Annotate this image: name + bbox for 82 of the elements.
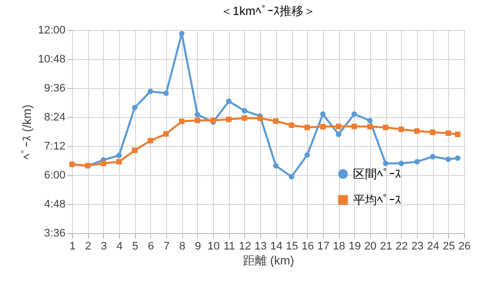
point (132, 148, 138, 154)
x-tick-label: 22 (396, 240, 408, 252)
x-tick-label: 24 (427, 240, 440, 252)
point (367, 118, 373, 124)
point (430, 129, 436, 135)
point (382, 124, 388, 130)
point (116, 152, 122, 158)
x-tick-label: 2 (85, 240, 92, 252)
point (454, 155, 460, 161)
point (226, 98, 232, 104)
x-tick-label: 7 (164, 240, 170, 252)
point (446, 156, 452, 162)
x-tick-label: 12 (238, 240, 252, 252)
point (100, 160, 106, 166)
x-tick-label: 18 (332, 240, 346, 252)
point (430, 154, 436, 160)
point (226, 116, 232, 122)
legend-label: 区間ﾍﾟｰｽ (353, 167, 401, 181)
point (132, 104, 138, 110)
y-axis-title: ﾍﾟｰｽ (/km) (20, 104, 34, 160)
x-tick-label: 8 (179, 240, 186, 252)
point (352, 111, 357, 117)
point (367, 124, 373, 130)
y-tick-label: 6:00 (44, 170, 66, 182)
point (382, 160, 388, 166)
point (194, 118, 200, 124)
x-tick-label: 26 (458, 240, 471, 252)
point (414, 128, 420, 134)
x-tick-label: 15 (286, 240, 298, 252)
point (304, 124, 310, 130)
chart-title: ＜1kmﾍﾟｰｽ推移＞ (220, 4, 316, 18)
point (148, 88, 154, 94)
y-tick-label: 9:36 (44, 82, 66, 94)
y-tick-label: 7:12 (44, 140, 66, 152)
x-tick-label: 5 (132, 240, 138, 252)
point (336, 124, 342, 130)
point (414, 158, 420, 164)
point (320, 111, 326, 117)
point (194, 112, 200, 118)
y-tick-label: 10:48 (38, 54, 66, 66)
x-axis-title: 距離 (km) (242, 254, 294, 268)
point (398, 160, 404, 166)
x-tick-label: 25 (442, 240, 455, 252)
x-tick-label: 9 (194, 240, 202, 252)
point (163, 131, 169, 137)
point (179, 30, 184, 36)
point (320, 124, 326, 130)
point (446, 130, 452, 136)
y-tick-label: 3:36 (44, 228, 66, 240)
x-tick-label: 23 (411, 240, 424, 252)
point (288, 174, 294, 180)
y-tick-label: 12:00 (38, 24, 66, 36)
y-tick-label: 4:48 (44, 198, 66, 210)
point (304, 152, 310, 158)
x-tick-label: 6 (148, 240, 154, 252)
x-tick-label: 4 (116, 240, 123, 252)
point (179, 118, 184, 124)
x-tick-label: 16 (302, 240, 314, 252)
x-tick-label: 11 (224, 240, 236, 252)
point (242, 108, 248, 114)
point (352, 124, 357, 130)
point (273, 163, 279, 169)
x-tick-label: 14 (270, 240, 282, 252)
point (163, 90, 169, 96)
x-tick-label: 3 (100, 240, 107, 252)
point (454, 132, 460, 138)
x-tick-label: 21 (380, 240, 392, 252)
point (148, 138, 154, 144)
x-tick-label: 1 (69, 240, 76, 252)
point (116, 158, 122, 164)
point (242, 115, 248, 121)
x-tick-label: 17 (317, 240, 330, 252)
point (398, 126, 404, 132)
x-tick-label: 10 (207, 240, 220, 252)
y-tick-label: 8:24 (44, 112, 66, 124)
x-tick-label: 13 (254, 240, 267, 252)
point (273, 118, 279, 124)
point (336, 132, 342, 138)
x-tick-label: 19 (348, 240, 361, 252)
x-tick-label: 20 (364, 240, 377, 252)
legend-label: 平均ﾍﾟｰｽ (353, 193, 401, 207)
point (288, 122, 294, 128)
